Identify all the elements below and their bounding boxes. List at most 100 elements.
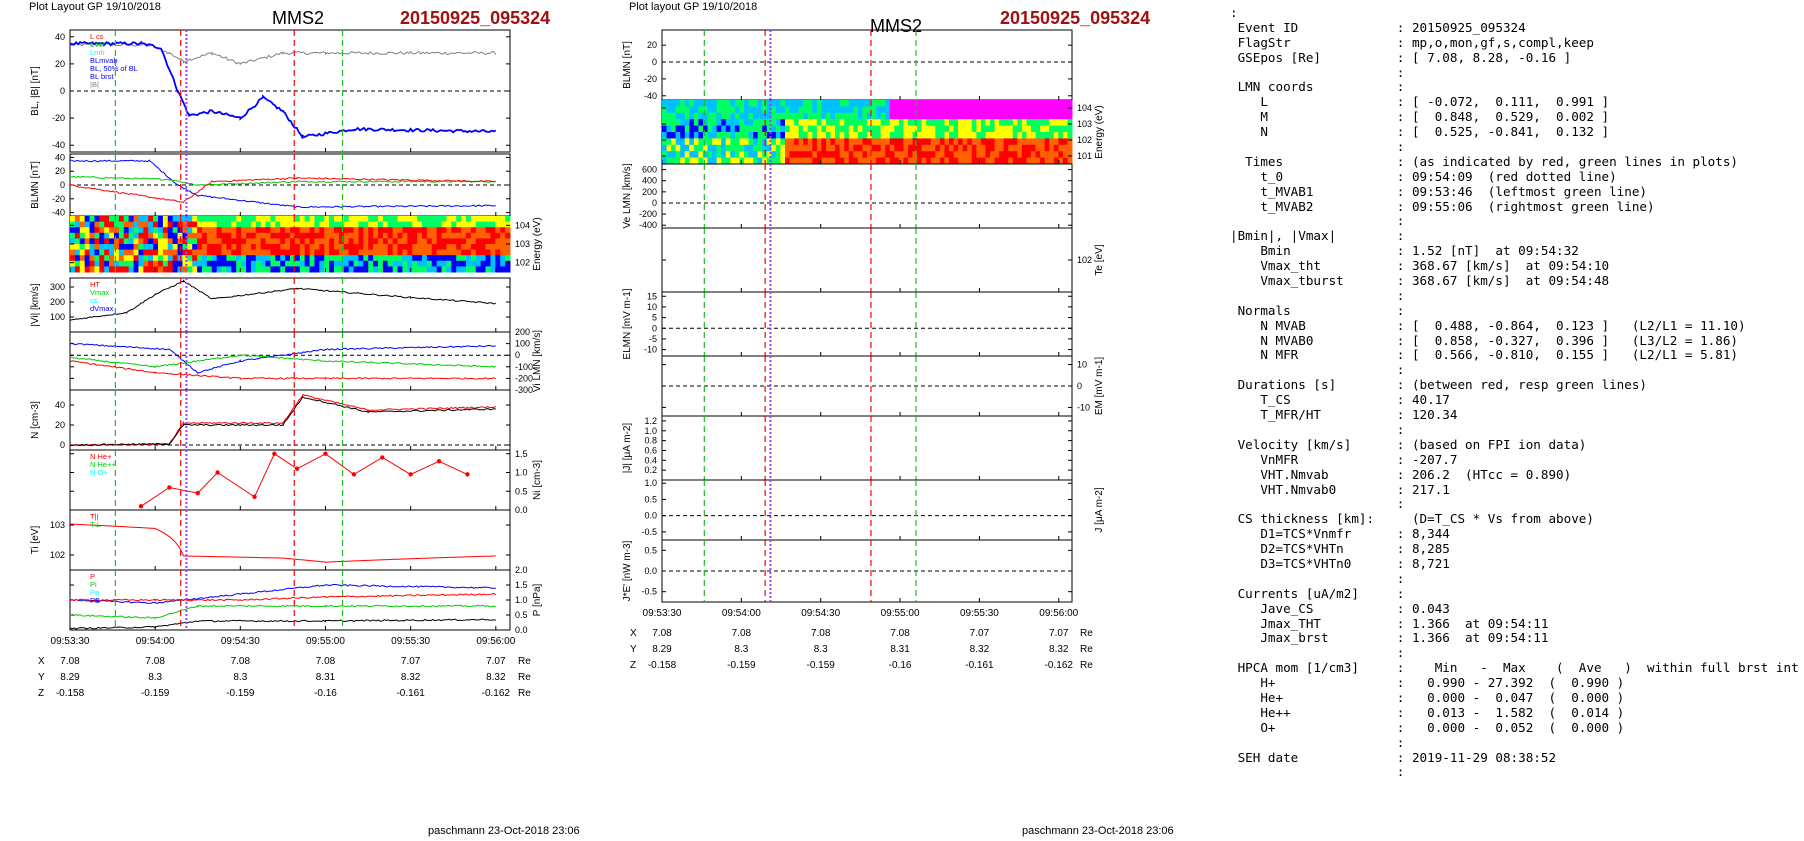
spectrogram-cell — [304, 232, 311, 239]
y-axis-label: Ve LMN [km/s] — [622, 163, 633, 228]
spectrogram-cell — [138, 260, 144, 267]
spectrogram-cell — [402, 260, 408, 267]
spectrogram-cell — [436, 232, 443, 239]
spectrogram-cell — [885, 119, 891, 127]
spectrogram-cell — [182, 260, 188, 267]
spectrogram-cell — [280, 266, 286, 273]
spectrogram-cell — [118, 244, 125, 251]
spectrogram-cell — [118, 216, 125, 223]
spectrogram-cell — [912, 112, 918, 120]
spectrogram-cell — [446, 244, 452, 251]
spectrogram-cell — [671, 119, 677, 127]
spectrogram-cell — [285, 249, 291, 256]
panel-frame — [661, 291, 1073, 357]
y-axis-label: |Vi| [km/s] — [30, 283, 41, 327]
spectrogram-cell — [675, 132, 681, 139]
spectrogram-cell — [885, 132, 891, 139]
spectrogram-cell — [260, 266, 267, 273]
spectrogram-cell — [1003, 112, 1009, 120]
spectrogram-cell — [436, 238, 443, 245]
spectrogram-cell — [766, 157, 772, 165]
spectrogram-cell — [971, 132, 977, 139]
spectrogram-cell — [436, 216, 443, 223]
spectrogram-cell — [807, 157, 813, 165]
spectrogram-cell — [1067, 138, 1073, 146]
spectrogram-cell — [917, 138, 923, 146]
summary-line: Jmax_brst : 1.366 at 09:54:11 — [1230, 630, 1549, 646]
series-Ne-line — [69, 393, 497, 447]
spectrogram-cell — [780, 157, 786, 165]
spectrogram-cell — [128, 244, 135, 251]
y-tick-label: 10 — [647, 302, 657, 312]
summary-line: T_MFR/HT : 120.34 — [1230, 407, 1458, 423]
spectrogram-cell — [757, 138, 763, 146]
spectrogram-cell — [848, 119, 854, 127]
spectrogram-cell — [162, 232, 169, 239]
spectrogram-cell — [684, 100, 690, 107]
spectrogram-cell — [862, 125, 868, 133]
spectrogram-cell — [771, 100, 777, 107]
spectrogram-cell — [775, 144, 781, 152]
spectrogram-cell — [1026, 112, 1032, 120]
spectrogram-cell — [475, 244, 482, 251]
spectrogram-cell — [177, 249, 183, 256]
spectrogram-cell — [456, 227, 462, 234]
spectrogram-cell — [803, 151, 809, 159]
spectrogram-cell — [844, 125, 850, 133]
spectrogram-cell — [1058, 112, 1064, 120]
spectrogram-cell — [153, 260, 159, 267]
spectrogram-cell — [821, 100, 827, 107]
spectrogram-cell — [221, 255, 227, 262]
spectrogram-cell — [358, 227, 364, 234]
spectrogram-cell — [470, 238, 477, 245]
spectrogram-cell — [1062, 125, 1068, 133]
spectrogram-cell — [187, 260, 193, 267]
spectrogram-cell — [343, 255, 350, 262]
spectrogram-cell — [343, 238, 350, 245]
spectrogram-cell — [402, 266, 408, 273]
spectrogram-cell — [1003, 132, 1009, 139]
spectrogram-cell — [1040, 132, 1046, 139]
spectrogram-cell — [830, 151, 836, 159]
spectrogram-cell — [206, 266, 213, 273]
spectrogram-cell — [505, 249, 511, 256]
spectrogram-cell — [703, 151, 709, 159]
spectrogram-cell — [908, 119, 914, 127]
legend-entry: P — [90, 572, 95, 581]
spectrogram-cell — [324, 255, 330, 262]
spectrogram-cell — [324, 266, 330, 273]
spectrogram-cell — [495, 238, 501, 245]
summary-line: Vmax_tht : 368.67 [km/s] at 09:54:10 — [1230, 258, 1610, 274]
spectrogram-cell — [980, 151, 986, 159]
spectrogram-cell — [74, 266, 81, 273]
spectrogram-cell — [216, 238, 223, 245]
spectrogram-cell — [762, 144, 768, 152]
spectrogram-cell — [334, 255, 340, 262]
spectrogram-cell — [794, 144, 800, 152]
position-value: -0.161 — [396, 688, 425, 699]
spectrogram-cell — [721, 144, 727, 152]
spectrogram-cell — [885, 125, 891, 133]
spectrogram-cell — [853, 151, 859, 159]
spectrogram-cell — [368, 244, 374, 251]
spectrogram-cell — [226, 227, 232, 234]
spectrogram-cell — [167, 266, 174, 273]
spectrogram-cell — [226, 232, 232, 239]
spectrogram-cell — [867, 132, 873, 139]
spectrogram-cell — [721, 132, 727, 139]
spectrogram-cell — [436, 266, 443, 273]
spectrogram-cell — [187, 238, 193, 245]
spectrogram-cell — [912, 132, 918, 139]
spectrogram-cell — [1053, 151, 1059, 159]
spectrogram-cell — [285, 221, 291, 228]
spectrogram-cell — [1008, 100, 1014, 107]
spectrogram-cell — [290, 221, 296, 228]
spectrogram-cell — [177, 232, 183, 239]
spectrogram-cell — [417, 244, 423, 251]
spectrogram-cell — [816, 144, 822, 152]
spectrogram-cell — [949, 106, 955, 114]
spectrogram-cell — [666, 125, 672, 133]
spectrogram-cell — [971, 157, 977, 165]
spectrogram-cell — [703, 144, 709, 152]
spectrogram-cell — [912, 151, 918, 159]
